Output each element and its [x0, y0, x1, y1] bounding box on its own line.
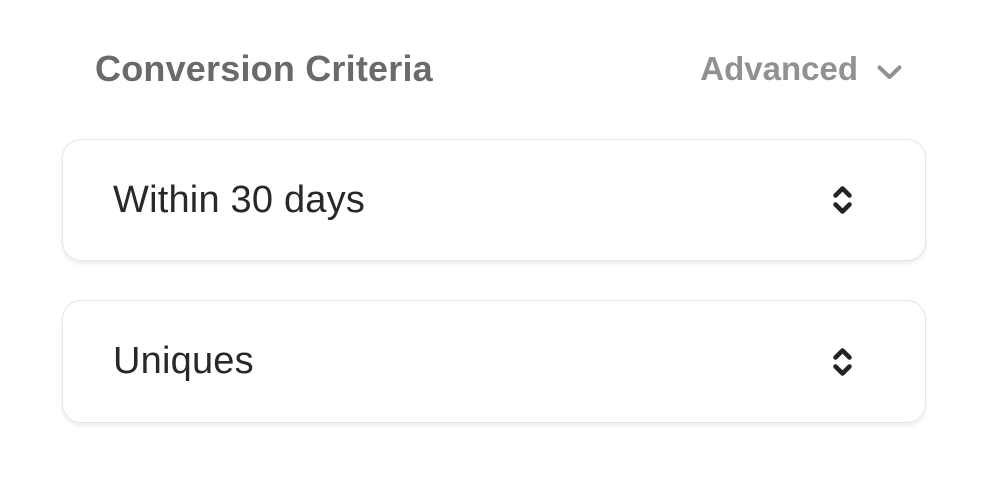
count-method-value: Uniques [113, 340, 254, 382]
up-down-chevron-icon [832, 185, 853, 215]
conversion-window-select[interactable]: Within 30 days [62, 139, 926, 261]
conversion-window-value: Within 30 days [113, 178, 366, 221]
count-method-select[interactable]: Uniques [62, 300, 926, 423]
panel-header: Conversion Criteria Advanced [95, 48, 902, 90]
page-title: Conversion Criteria [95, 48, 433, 89]
chevron-down-icon [877, 65, 902, 80]
advanced-toggle-button[interactable]: Advanced [700, 49, 902, 89]
advanced-toggle-label: Advanced [700, 50, 858, 87]
up-down-chevron-icon [832, 347, 853, 377]
